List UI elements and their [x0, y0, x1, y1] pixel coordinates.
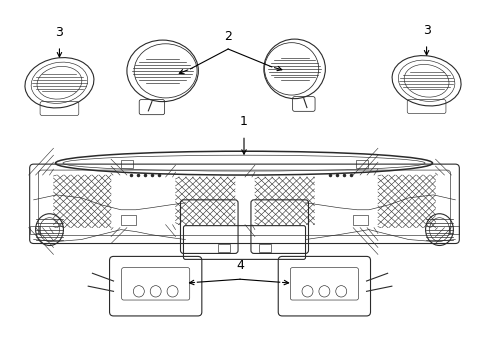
Bar: [448, 226, 458, 234]
Bar: [121, 215, 136, 225]
Bar: [258, 244, 270, 252]
Text: 1: 1: [240, 116, 247, 129]
Text: 4: 4: [236, 259, 244, 272]
Text: 3: 3: [56, 26, 63, 39]
Bar: [30, 226, 40, 234]
Bar: [352, 215, 367, 225]
Bar: [121, 160, 133, 168]
Text: 2: 2: [224, 30, 232, 43]
Bar: [218, 244, 230, 252]
Text: 3: 3: [422, 24, 429, 37]
Bar: [355, 160, 367, 168]
